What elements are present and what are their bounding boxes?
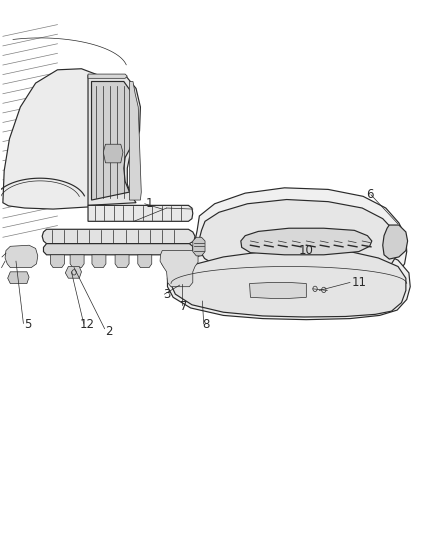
Polygon shape <box>115 255 129 268</box>
Text: 6: 6 <box>366 188 373 201</box>
Polygon shape <box>241 228 372 255</box>
Polygon shape <box>5 245 38 268</box>
Polygon shape <box>138 255 152 268</box>
Polygon shape <box>43 244 193 255</box>
Text: 8: 8 <box>202 319 210 332</box>
Polygon shape <box>199 199 398 275</box>
Polygon shape <box>250 282 306 298</box>
Polygon shape <box>70 255 84 268</box>
Text: 10: 10 <box>299 244 314 257</box>
Polygon shape <box>88 74 127 78</box>
Polygon shape <box>383 225 408 259</box>
Text: 11: 11 <box>351 276 366 289</box>
Polygon shape <box>8 272 29 284</box>
Text: 7: 7 <box>180 300 188 313</box>
Text: 3: 3 <box>163 288 170 301</box>
Polygon shape <box>103 144 123 163</box>
Polygon shape <box>130 82 141 200</box>
Text: 12: 12 <box>80 319 95 332</box>
Polygon shape <box>42 229 195 244</box>
Polygon shape <box>167 243 410 320</box>
Polygon shape <box>162 255 176 268</box>
Polygon shape <box>193 237 205 256</box>
Polygon shape <box>65 266 81 278</box>
Text: 2: 2 <box>105 325 113 338</box>
Polygon shape <box>92 255 106 268</box>
Polygon shape <box>92 82 135 200</box>
Polygon shape <box>171 249 406 317</box>
Polygon shape <box>50 255 64 268</box>
Polygon shape <box>88 75 141 205</box>
Text: 1: 1 <box>145 197 153 211</box>
Polygon shape <box>88 205 193 221</box>
Text: 5: 5 <box>24 319 32 332</box>
Polygon shape <box>195 188 407 284</box>
Polygon shape <box>177 255 191 268</box>
Polygon shape <box>3 69 127 209</box>
Polygon shape <box>160 251 198 287</box>
